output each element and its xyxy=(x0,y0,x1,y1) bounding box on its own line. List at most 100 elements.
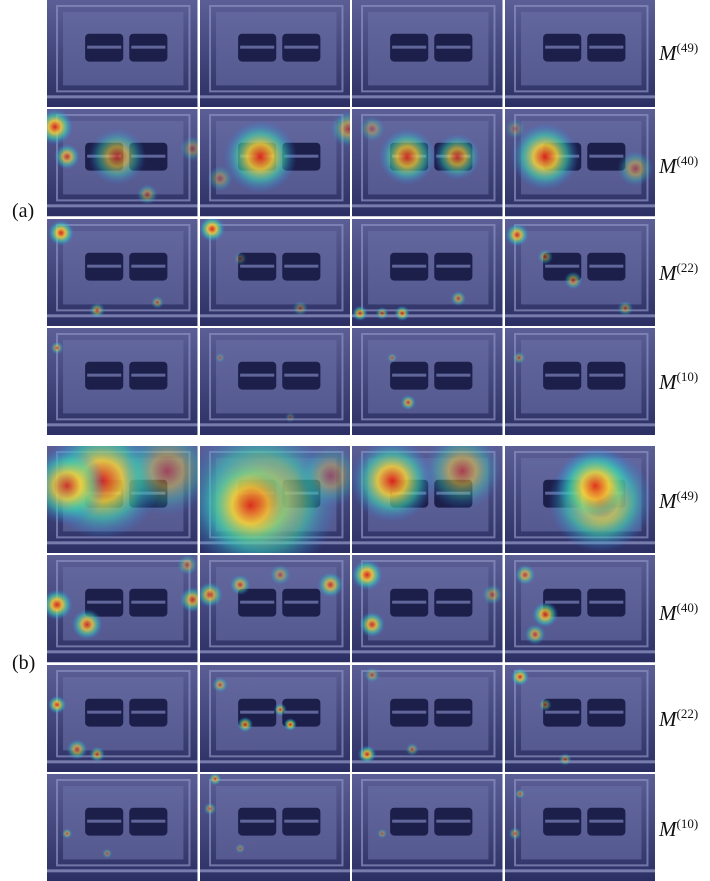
heatmap-image xyxy=(504,664,655,772)
photo-shape xyxy=(56,778,191,867)
photo-shape xyxy=(436,45,471,49)
heatmap-image xyxy=(199,109,350,217)
heatmap-tile xyxy=(47,555,198,663)
heatmap-image xyxy=(352,446,503,554)
heatmap-image xyxy=(199,664,350,772)
heatmap-tile xyxy=(47,0,198,108)
heatmap-image xyxy=(199,218,350,326)
heatmap-tile xyxy=(199,218,350,326)
photo-shape xyxy=(199,650,350,654)
row-label-a-10: M(10) xyxy=(659,369,699,394)
heatmap-tile xyxy=(47,109,198,217)
heatmap-tile xyxy=(352,555,503,663)
heat-blob xyxy=(504,222,529,247)
photo-shape xyxy=(352,313,503,317)
heatmap-tile xyxy=(199,664,350,772)
photo-shape xyxy=(361,4,496,93)
photo-shape xyxy=(588,373,623,377)
photo-shape xyxy=(131,45,166,49)
row-label-b-22: M(22) xyxy=(659,706,699,731)
heat-blob xyxy=(179,136,198,162)
photo-shape xyxy=(239,819,274,823)
photo-shape xyxy=(87,373,122,377)
heat-blob xyxy=(223,120,297,194)
photo-shape xyxy=(513,223,648,311)
photo-shape xyxy=(87,819,122,823)
heat-blob xyxy=(512,351,526,364)
heatmap-image xyxy=(352,109,503,217)
photo-shape xyxy=(504,423,655,427)
heat-blob xyxy=(352,446,434,523)
heatmap-tile xyxy=(199,773,350,881)
heat-blob xyxy=(531,601,558,628)
photo-shape xyxy=(588,710,623,714)
photo-shape xyxy=(199,313,350,317)
heat-blob xyxy=(359,116,386,143)
photo-shape xyxy=(131,373,166,377)
heat-blob xyxy=(88,128,146,186)
photo-shape xyxy=(199,95,350,99)
heat-blob xyxy=(177,555,198,576)
photo-shape xyxy=(352,95,503,99)
photo-shape xyxy=(513,778,648,867)
photo-shape xyxy=(283,819,318,823)
photo-shape xyxy=(361,114,496,202)
photo-shape xyxy=(283,600,318,604)
photo-shape xyxy=(544,264,579,268)
heat-blob xyxy=(47,695,67,714)
heatmap-tile xyxy=(504,0,655,108)
photo-shape xyxy=(361,778,496,867)
photo-shape xyxy=(131,819,166,823)
heat-blob xyxy=(50,341,64,355)
heat-blob xyxy=(199,218,225,242)
heatmap-tile xyxy=(504,218,655,326)
heatmap-image xyxy=(504,218,655,326)
heatmap-tile xyxy=(504,773,655,881)
photo-shape xyxy=(352,423,503,427)
heat-blob xyxy=(376,828,388,839)
heat-blob xyxy=(524,624,546,646)
heatmap-image xyxy=(199,773,350,881)
heat-blob xyxy=(536,248,553,264)
heatmap-tile xyxy=(504,327,655,435)
photo-shape xyxy=(283,710,318,714)
photo-shape xyxy=(513,332,648,421)
photo-shape xyxy=(544,710,579,714)
heatmap-image xyxy=(47,664,198,772)
heat-blob xyxy=(47,109,74,146)
heat-blob xyxy=(284,411,296,423)
heat-blob xyxy=(229,574,251,596)
heat-blob xyxy=(617,300,633,316)
heat-blob xyxy=(386,352,398,363)
photo-shape xyxy=(361,332,496,421)
photo-shape xyxy=(56,223,191,311)
heatmap-image xyxy=(47,327,198,435)
photo-shape xyxy=(47,204,198,208)
heatmap-image xyxy=(504,0,655,108)
heat-blob xyxy=(364,666,380,683)
photo-shape xyxy=(283,154,318,158)
heat-blob xyxy=(504,118,525,140)
heat-blob xyxy=(329,111,350,148)
photo-shape xyxy=(239,600,274,604)
panel-a-label: (a) xyxy=(12,200,35,222)
heat-blob xyxy=(357,744,377,763)
photo-shape xyxy=(588,264,623,268)
heatmap-grid-a xyxy=(47,0,655,435)
heatmap-image xyxy=(504,109,655,217)
photo-shape xyxy=(208,223,343,311)
photo-shape xyxy=(131,154,166,158)
photo-shape xyxy=(208,114,343,202)
heat-blob xyxy=(71,609,103,641)
row-label-b-49: M(49) xyxy=(659,488,699,513)
photo-shape xyxy=(436,264,471,268)
heatmap-tile xyxy=(352,446,503,554)
heat-blob xyxy=(199,453,302,554)
photo-shape xyxy=(504,650,655,654)
heat-blob xyxy=(179,587,198,613)
photo-shape xyxy=(239,264,274,268)
row-label-a-40: M(40) xyxy=(659,153,699,178)
panel-b-label: (b) xyxy=(12,652,36,674)
heat-blob xyxy=(538,697,552,711)
heat-blob xyxy=(359,611,386,638)
